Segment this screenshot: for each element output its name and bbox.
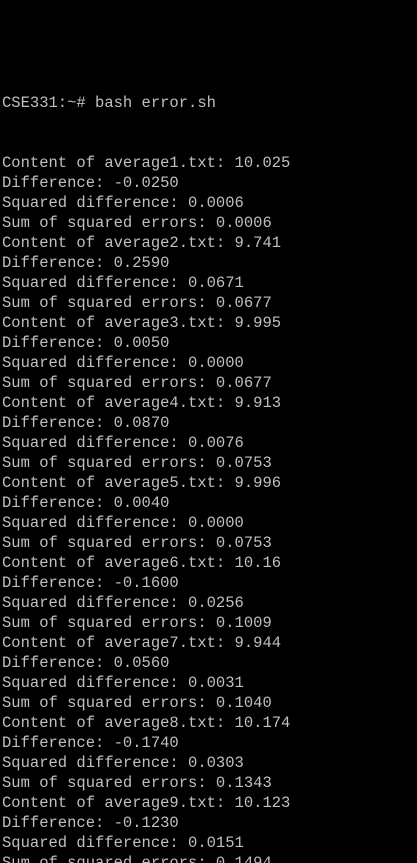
output-line: Squared difference: 0.0671 (2, 274, 244, 292)
output-line: Content of average1.txt: 10.025 (2, 154, 291, 172)
output-line: Content of average5.txt: 9.996 (2, 474, 282, 492)
output-line: Difference: 0.2590 (2, 254, 170, 272)
output-line: Difference: -0.0250 (2, 174, 179, 192)
command-line: CSE331:~# bash error.sh (2, 94, 216, 112)
output-line: Difference: 0.0050 (2, 334, 170, 352)
output-line: Sum of squared errors: 0.0006 (2, 214, 272, 232)
output-line: Difference: -0.1600 (2, 574, 179, 592)
output-line: Squared difference: 0.0031 (2, 674, 244, 692)
output-line: Squared difference: 0.0151 (2, 834, 244, 852)
output-line: Sum of squared errors: 0.0677 (2, 374, 272, 392)
output-line: Sum of squared errors: 0.0753 (2, 454, 272, 472)
output-line: Difference: 0.0040 (2, 494, 170, 512)
output-line: Sum of squared errors: 0.1343 (2, 774, 272, 792)
output-line: Content of average7.txt: 9.944 (2, 634, 282, 652)
output-line: Squared difference: 0.0006 (2, 194, 244, 212)
output-line: Squared difference: 0.0256 (2, 594, 244, 612)
output-line: Sum of squared errors: 0.0753 (2, 534, 272, 552)
output-line: Difference: -0.1740 (2, 734, 179, 752)
output-line: Difference: 0.0560 (2, 654, 170, 672)
output-line: Content of average6.txt: 10.16 (2, 554, 282, 572)
output-line: Content of average8.txt: 10.174 (2, 714, 291, 732)
output-line: Difference: -0.1230 (2, 814, 179, 832)
output-line: Sum of squared errors: 0.0677 (2, 294, 272, 312)
output-line: Difference: 0.0870 (2, 414, 170, 432)
output-line: Sum of squared errors: 0.1494 (2, 854, 272, 863)
output-line: Sum of squared errors: 0.1040 (2, 694, 272, 712)
output-line: Squared difference: 0.0000 (2, 514, 244, 532)
output-line: Sum of squared errors: 0.1009 (2, 614, 272, 632)
output-line: Content of average2.txt: 9.741 (2, 234, 282, 252)
output-line: Content of average4.txt: 9.913 (2, 394, 282, 412)
output-line: Squared difference: 0.0303 (2, 754, 244, 772)
output-line: Squared difference: 0.0000 (2, 354, 244, 372)
terminal-output: Content of average1.txt: 10.025 Differenc… (2, 153, 417, 863)
output-line: Content of average3.txt: 9.995 (2, 314, 282, 332)
output-line: Squared difference: 0.0076 (2, 434, 244, 452)
partial-top-line (2, 33, 417, 53)
output-line: Content of average9.txt: 10.123 (2, 794, 291, 812)
